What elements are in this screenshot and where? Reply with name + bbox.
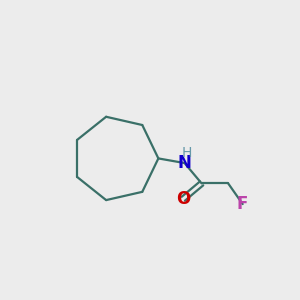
Text: N: N [178, 154, 191, 172]
Text: F: F [237, 195, 248, 213]
Text: O: O [176, 190, 190, 208]
Text: H: H [181, 146, 192, 160]
